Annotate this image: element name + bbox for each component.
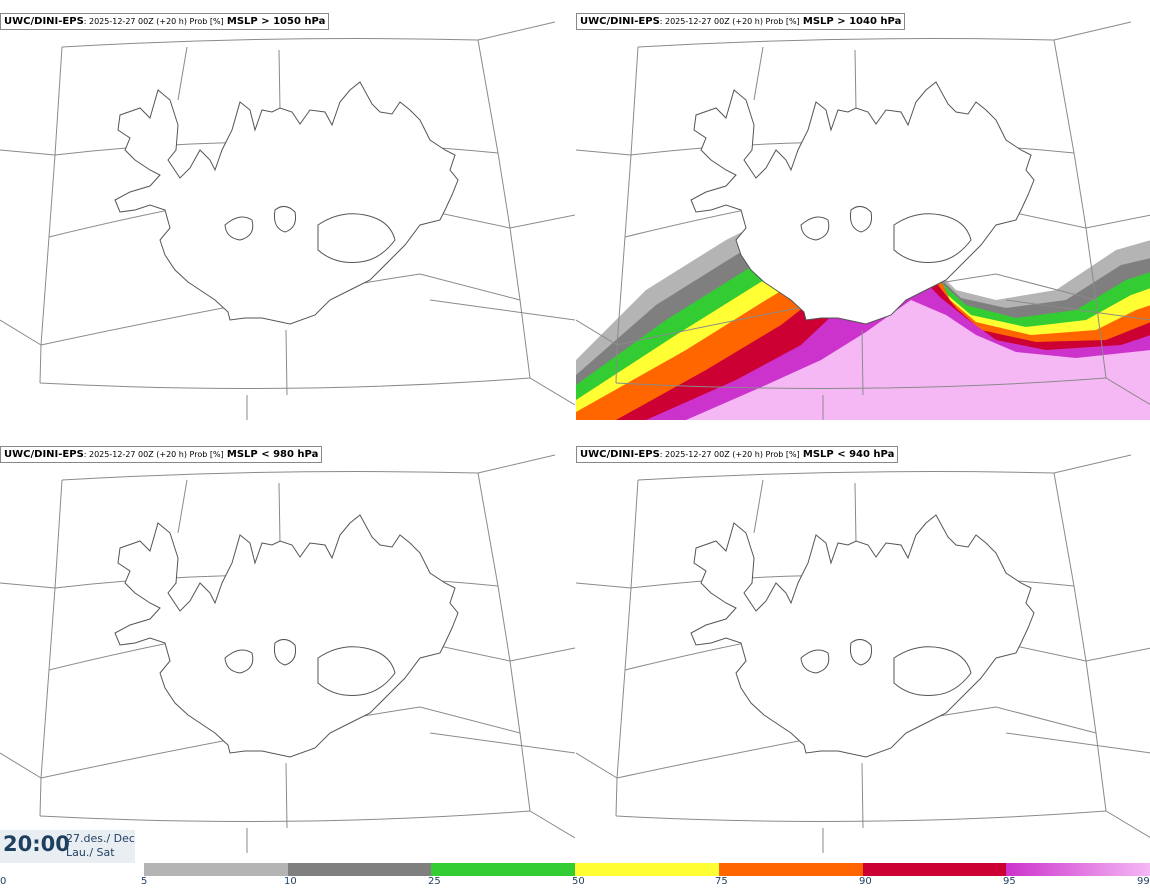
colorbar-tick-5: 5 [141,876,148,887]
colorbar-tick-0: 0 [0,876,7,887]
valid-time: 20:00 27.des./ Dec Lau./ Sat [0,830,135,863]
map-canvas [0,454,575,853]
colorbar-band-75-90 [718,863,863,876]
map-canvas [576,454,1150,853]
panel-title: UWC/DINI-EPS: 2025-12-27 00Z (+20 h) Pro… [0,446,323,463]
map-panel-mslp-lt-940: UWC/DINI-EPS: 2025-12-27 00Z (+20 h) Pro… [576,433,1150,853]
colorbar-tick-10: 10 [284,876,297,887]
panel-meta: : 2025-12-27 00Z (+20 h) Prob [%] [83,450,224,459]
panel-threshold: MSLP < 980 hPa [226,449,319,460]
panel-source: UWC/DINI-EPS [580,16,660,27]
panel-title: UWC/DINI-EPS: 2025-12-27 00Z (+20 h) Pro… [0,13,330,30]
map-panel-mslp-gt-1050: UWC/DINI-EPS: 2025-12-27 00Z (+20 h) Pro… [0,0,575,420]
colorbar-tick-75: 75 [715,876,728,887]
map-canvas [0,21,575,420]
panel-source: UWC/DINI-EPS [580,449,660,460]
valid-date-line2: Lau./ Sat [66,846,115,859]
panel-meta: : 2025-12-27 00Z (+20 h) Prob [%] [659,450,800,459]
colorbar-tick-95: 95 [1003,876,1016,887]
colorbar-band-10-25 [287,863,432,876]
map-panel-mslp-gt-1040: UWC/DINI-EPS: 2025-12-27 00Z (+20 h) Pro… [576,0,1150,420]
panel-source: UWC/DINI-EPS [4,16,84,27]
valid-date-line1: 27.des./ Dec [66,832,135,845]
map-panel-mslp-lt-980: UWC/DINI-EPS: 2025-12-27 00Z (+20 h) Pro… [0,433,575,853]
colorbar-tick-25: 25 [428,876,441,887]
colorbar [144,863,1150,876]
panel-threshold: MSLP > 1050 hPa [226,16,326,27]
valid-time-clock: 20:00 [3,832,70,856]
map-canvas [576,21,1150,420]
colorbar-band-50-75 [575,863,720,876]
colorbar-band-95-99 [1006,863,1150,876]
panel-threshold: MSLP < 940 hPa [802,449,895,460]
colorbar-tick-50: 50 [572,876,585,887]
panel-meta: : 2025-12-27 00Z (+20 h) Prob [%] [659,17,800,26]
colorbar-tick-90: 90 [859,876,872,887]
colorbar-band-5-10 [144,863,289,876]
panel-meta: : 2025-12-27 00Z (+20 h) Prob [%] [83,17,224,26]
panel-title: UWC/DINI-EPS: 2025-12-27 00Z (+20 h) Pro… [576,446,899,463]
colorbar-band-25-50 [431,863,576,876]
colorbar-band-90-95 [862,863,1007,876]
panel-title: UWC/DINI-EPS: 2025-12-27 00Z (+20 h) Pro… [576,13,906,30]
valid-time-date: 27.des./ Dec Lau./ Sat [66,832,135,860]
panel-threshold: MSLP > 1040 hPa [802,16,902,27]
panel-source: UWC/DINI-EPS [4,449,84,460]
colorbar-tick-99: 99 [1137,876,1150,887]
